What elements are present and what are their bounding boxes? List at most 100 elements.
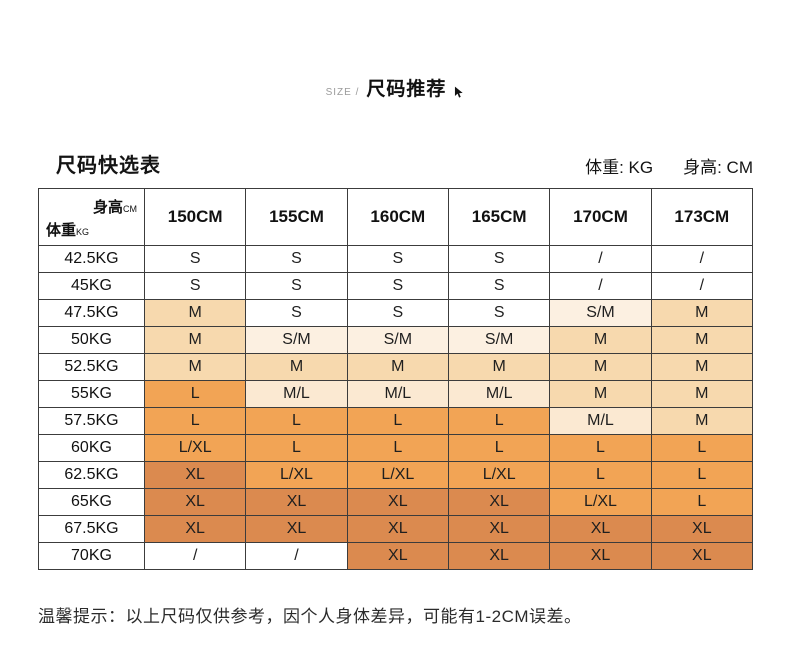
weight-axis-label: 体重KG (46, 222, 90, 239)
height-column-header: 173CM (650, 188, 754, 246)
size-cell: L (650, 434, 754, 462)
height-unit-label: 身高: CM (683, 158, 753, 177)
size-cell: XL (245, 488, 348, 516)
cursor-icon (455, 86, 464, 98)
size-cell: M (447, 353, 551, 381)
weight-row-header: 57.5KG (38, 407, 145, 435)
weight-row-header: 67.5KG (38, 515, 145, 543)
size-cell: XL (447, 515, 551, 543)
table-row: 57.5KG L L L L M/L M (38, 407, 754, 435)
height-axis-label: 身高CM (92, 199, 137, 216)
size-cell: M (650, 407, 754, 435)
size-cell: XL (143, 515, 247, 543)
weight-row-header: 55KG (38, 380, 145, 408)
size-cell: M/L (245, 380, 348, 408)
size-cell: L (447, 434, 551, 462)
size-cell: / (549, 272, 652, 300)
size-cell: / (650, 245, 754, 273)
size-cell: L (549, 434, 652, 462)
table-row: 42.5KG S S S S / / (38, 245, 754, 273)
height-column-header: 165CM (447, 188, 551, 246)
size-cell: XL (447, 488, 551, 516)
size-cell: XL (447, 542, 551, 570)
size-chart-table: 身高CM 体重KG 150CM 155CM 160CM 165CM 170CM 173CM… (38, 188, 754, 570)
size-cell: XL (549, 542, 652, 570)
weight-row-header: 45KG (38, 272, 145, 300)
size-cell: XL (245, 515, 348, 543)
size-cell: M (346, 353, 449, 381)
page-header: SIZE / 尺码推荐 (0, 0, 790, 101)
size-cell: S (346, 272, 449, 300)
size-cell: L/XL (346, 461, 449, 489)
table-header-row: 尺码快选表 体重: KG 身高: CM (38, 149, 753, 178)
size-cell: S (447, 299, 551, 327)
size-cell: L/XL (549, 488, 652, 516)
table-body: 42.5KG S S S S //45KG S S S S //47.5KG M S S S S/M M 50KG… (38, 245, 754, 570)
size-cell: S (346, 299, 449, 327)
size-cell: M (549, 326, 652, 354)
height-column-header: 160CM (346, 188, 449, 246)
table-row: 65KG XL XL XL XL L/XL L (38, 488, 754, 516)
size-cell: M/L (346, 380, 449, 408)
table-row: 47.5KG M S S S S/M M (38, 299, 754, 327)
table-head: 身高CM 体重KG 150CM 155CM 160CM 165CM 170CM 173CM (38, 188, 754, 246)
table-row: 70KG / / XL XL XL XL (38, 542, 754, 570)
size-cell: L/XL (245, 461, 348, 489)
page-title: 尺码推荐 (366, 79, 447, 100)
size-cell: / (245, 542, 348, 570)
size-cell: S (447, 245, 551, 273)
size-cell: S (245, 245, 348, 273)
size-cell: S (346, 245, 449, 273)
size-cell: S (245, 272, 348, 300)
size-cell: XL (650, 542, 754, 570)
size-cell: M (143, 326, 247, 354)
size-cell: M (650, 326, 754, 354)
size-cell: / (143, 542, 247, 570)
table-row: 52.5KG M M M M M M (38, 353, 754, 381)
size-cell: S (143, 245, 247, 273)
size-cell: S (245, 299, 348, 327)
table-row: 60KG L/XL L L L L L (38, 434, 754, 462)
weight-row-header: 52.5KG (38, 353, 145, 381)
size-cell: L/XL (143, 434, 247, 462)
size-cell: M (143, 353, 247, 381)
footer-note: 温馨提示：以上尺码仅供参考，因个人身体差异，可能有1-2CM误差。 (38, 607, 582, 626)
weight-row-header: 42.5KG (38, 245, 145, 273)
table-row: 45KG S S S S / / (38, 272, 754, 300)
size-cell: L (447, 407, 551, 435)
table-row: 62.5KG XL L/XL L/XL L/XL L L (38, 461, 754, 489)
weight-row-header: 65KG (38, 488, 145, 516)
size-cell: M (650, 299, 754, 327)
size-cell: M (143, 299, 247, 327)
weight-row-header: 60KG (38, 434, 145, 462)
weight-unit-label: 体重: KG (585, 158, 654, 177)
size-cell: XL (549, 515, 652, 543)
weight-row-header: 62.5KG (38, 461, 145, 489)
size-cell: L (245, 434, 348, 462)
units-legend: 体重: KG 身高: CM (585, 153, 753, 178)
size-cell: L/XL (447, 461, 551, 489)
table-head-row: 身高CM 体重KG 150CM 155CM 160CM 165CM 170CM 173CM (38, 188, 754, 246)
size-cell: XL (143, 488, 247, 516)
size-cell: S/M (549, 299, 652, 327)
corner-cell: 身高CM 体重KG (38, 188, 145, 246)
size-cell: L (650, 461, 754, 489)
size-cell: S/M (346, 326, 449, 354)
height-column-header: 155CM (245, 188, 348, 246)
size-cell: L (143, 380, 247, 408)
table-row: 55KG L M/L M/L M/L M M (38, 380, 754, 408)
size-cell: S (143, 272, 247, 300)
size-cell: XL (346, 542, 449, 570)
size-cell: L (346, 434, 449, 462)
weight-row-header: 70KG (38, 542, 145, 570)
size-cell: / (650, 272, 754, 300)
size-cell: M/L (447, 380, 551, 408)
size-cell: L (549, 461, 652, 489)
size-cell: L (346, 407, 449, 435)
size-cell: M (549, 380, 652, 408)
size-cell: XL (346, 515, 449, 543)
size-cell: XL (650, 515, 754, 543)
size-cell: M (650, 380, 754, 408)
table-row: 67.5KG XL XL XL XL XL XL (38, 515, 754, 543)
size-cell: M (650, 353, 754, 381)
